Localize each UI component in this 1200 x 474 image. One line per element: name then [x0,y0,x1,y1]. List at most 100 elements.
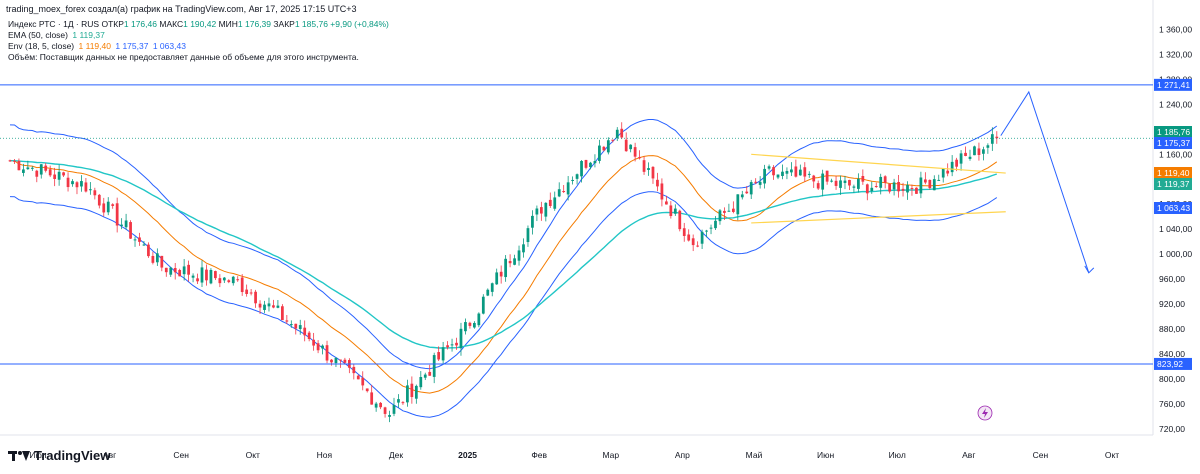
x-tick-label: Сен [173,450,189,460]
legend-ema-row[interactable]: EMA (50, close) 1 119,37 [8,30,389,41]
candle-body [401,402,405,404]
candle-body [236,279,240,281]
candle-body [182,266,186,275]
candle-body [941,168,945,178]
candle-body [883,176,887,183]
candle-body [624,139,628,152]
candle [298,319,302,335]
candle [714,216,717,231]
x-tick-label: Окт [1105,450,1119,460]
candle-body [414,385,418,399]
x-tick-label: Дек [389,450,403,460]
candle [758,176,762,189]
candle-body [803,167,807,177]
candle [830,178,833,183]
candle [633,142,637,162]
candle-body [419,377,423,388]
candle [709,224,713,235]
candle [280,304,284,321]
candle [937,174,941,181]
candle [379,402,382,410]
candle-body [97,194,101,206]
candle-body [928,179,932,189]
candle [97,193,101,209]
candle-body [740,194,744,198]
candle [272,299,275,309]
candle [133,236,137,247]
candle [455,337,458,350]
candle-body [598,145,601,161]
candle [410,376,414,404]
candle-body [124,220,128,228]
price-label-tag [1154,126,1192,138]
candle-body [57,171,61,180]
candle-body [240,277,244,293]
candle-body [839,180,842,188]
y-tick-label: 1 320,00 [1159,50,1192,60]
candle-body [906,185,909,193]
candle-body [691,238,695,246]
x-tick-label: Мар [602,450,619,460]
candle-body [982,149,985,154]
candle [124,213,128,230]
candle [839,175,842,195]
lightning-glyph-icon [982,408,988,418]
candle-body [785,170,789,174]
candle [544,202,548,222]
candle [776,174,780,180]
candle [562,185,566,194]
candle [205,264,208,286]
candle [874,182,878,188]
candle [870,181,874,194]
candle-body [138,237,141,242]
candle [941,168,945,183]
candle [548,192,552,208]
candle [289,320,293,328]
candle [642,156,646,175]
candle-body [879,176,883,188]
candle-body [548,199,552,206]
candle [397,394,400,408]
y-tick-label: 880,00 [1159,324,1185,334]
envelope-basis-line [9,155,998,394]
x-tick-label: Авг [103,450,116,460]
candle [423,372,427,381]
candle [450,338,454,352]
legend-env-upper: 1 175,37 [115,41,149,51]
candle [950,155,954,177]
candle [419,371,423,390]
candle-body [249,292,253,294]
candle-body [772,167,775,176]
candle [406,379,409,407]
candle [504,255,508,282]
candle-body [423,374,427,378]
candle-body [602,146,606,151]
price-label: 1 185,76 [1157,127,1190,137]
candle [240,274,244,296]
candle [88,182,92,195]
candle-body [638,157,641,159]
candle [187,260,190,282]
candle-body [321,345,324,349]
candle [164,267,168,277]
candle [593,154,597,168]
candle-body [964,152,967,156]
candle [754,178,758,185]
candle [44,163,48,173]
candle-body [767,166,771,169]
candle-body [718,210,722,222]
candle-body [656,179,659,187]
candle-body [731,208,735,212]
candle-body [709,227,713,229]
candle [142,241,146,246]
legend-env-row[interactable]: Env (18, 5, close) 1 119,40 1 175,37 1 0… [8,41,389,52]
candle-body [88,189,92,191]
candle [526,225,530,247]
candle [678,209,682,232]
horizontal-level-label: 1 271,41 [1157,80,1190,90]
candle [973,145,976,156]
candle [388,410,391,423]
candle-body [370,392,374,405]
candle [294,323,298,335]
